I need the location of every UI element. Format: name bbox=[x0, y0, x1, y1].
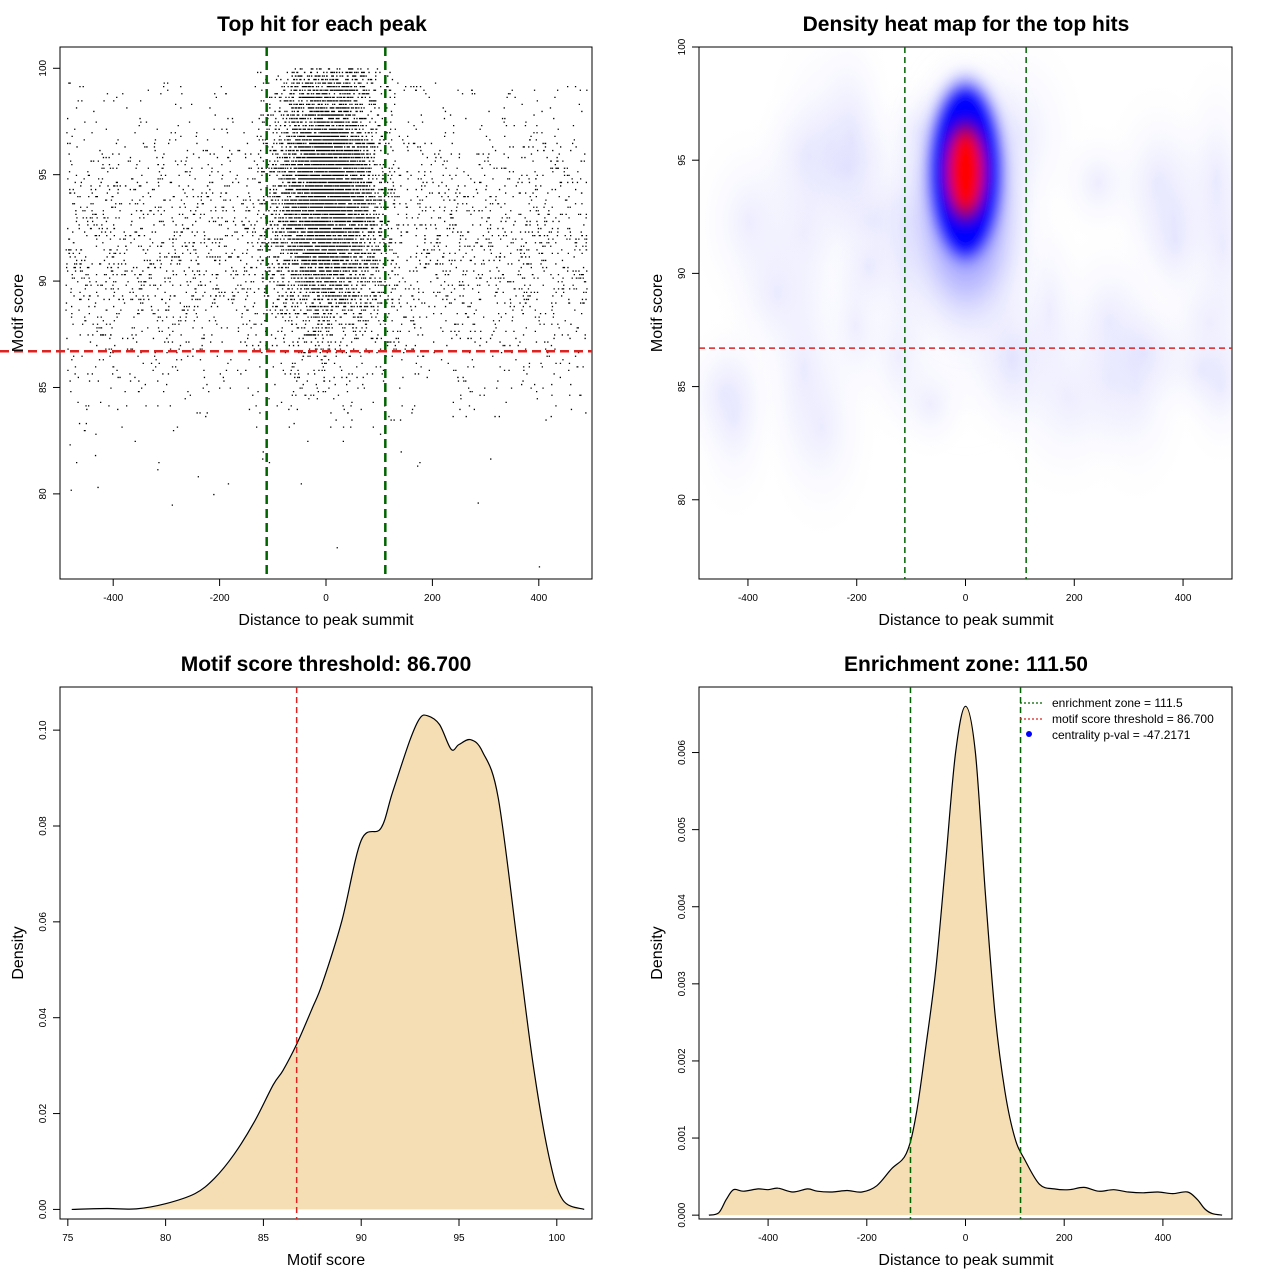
heatmap-background-blob bbox=[1083, 286, 1205, 421]
scatter-y-tick-label: 80 bbox=[38, 488, 49, 500]
enrichment-y-tick-label: 0.002 bbox=[677, 1048, 688, 1073]
enrichment-x-tick-label: -200 bbox=[857, 1233, 877, 1244]
enrichment-x-tick-label: 0 bbox=[963, 1233, 969, 1244]
enrichment-x-tick-label: 200 bbox=[1056, 1233, 1073, 1244]
heatmap-x-tick-label: 0 bbox=[963, 593, 969, 604]
heatmap-density bbox=[699, 47, 1232, 548]
enrichment-y-tick-label: 0.001 bbox=[677, 1125, 688, 1150]
score-density-fill bbox=[71, 715, 585, 1210]
enrichment-density-curve bbox=[708, 705, 1223, 1216]
scatter-y-tick-label: 100 bbox=[38, 60, 49, 77]
scatter-x-tick-label: 200 bbox=[424, 593, 441, 604]
enrichment-x-label: Distance to peak summit bbox=[878, 1252, 1054, 1269]
legend-enrichment-label: enrichment zone = 111.5 bbox=[1052, 696, 1183, 710]
heatmap-x-tick-label: -200 bbox=[847, 593, 867, 604]
scatter-x-tick-label: -400 bbox=[103, 593, 123, 604]
legend-threshold-label: motif score threshold = 86.700 bbox=[1052, 712, 1214, 726]
heatmap-reference-lines bbox=[699, 47, 1232, 579]
score-density-y-tick-label: 0.10 bbox=[38, 720, 49, 740]
score-density-plot-frame bbox=[59, 686, 593, 1220]
scatter-point-cloud bbox=[65, 68, 588, 568]
enrichment-y-tick-label: 0.003 bbox=[677, 971, 688, 996]
enrichment-y-tick-label: 0.000 bbox=[677, 1202, 688, 1227]
scatter-x-label: Distance to peak summit bbox=[238, 612, 414, 629]
enrichment-density-area bbox=[708, 705, 1223, 1216]
score-density-y-tick-label: 0.04 bbox=[38, 1008, 49, 1028]
heatmap-x-tick-label: 200 bbox=[1066, 593, 1083, 604]
enrichment-title: Enrichment zone: 111.50 bbox=[844, 653, 1088, 676]
heatmap-x-tick-label: 400 bbox=[1175, 593, 1192, 604]
score-density-x-tick-label: 90 bbox=[356, 1233, 368, 1244]
legend-pval-dot bbox=[1026, 731, 1032, 737]
enrichment-legend: enrichment zone = 111.5 motif score thre… bbox=[1020, 696, 1214, 742]
score-density-x-tick-label: 85 bbox=[258, 1233, 270, 1244]
score-density-title: Motif score threshold: 86.700 bbox=[181, 653, 472, 676]
enrichment-x-tick-label: -400 bbox=[758, 1233, 778, 1244]
enrichment-reference-lines bbox=[909, 687, 1022, 1219]
legend-pval-label: centrality p-val = -47.2171 bbox=[1052, 728, 1191, 742]
score-density-x-tick-label: 95 bbox=[453, 1233, 465, 1244]
score-density-x-tick-label: 75 bbox=[62, 1233, 74, 1244]
heatmap-y-tick-label: 80 bbox=[677, 494, 688, 506]
score-density-y-label: Density bbox=[10, 926, 27, 979]
score-density-y-tick-label: 0.00 bbox=[38, 1199, 49, 1219]
scatter-x-tick-label: 0 bbox=[323, 593, 329, 604]
heatmap-y-ticks: 80 85 90 95 100 bbox=[677, 38, 699, 505]
scatter-x-tick-label: -200 bbox=[210, 593, 230, 604]
scatter-panel: Top hit for each peak -400 -200 0 200 400 80… bbox=[0, 13, 593, 629]
scatter-y-tick-label: 90 bbox=[38, 275, 49, 287]
scatter-y-tick-label: 85 bbox=[38, 381, 49, 393]
score-density-x-tick-label: 80 bbox=[160, 1233, 172, 1244]
heatmap-x-ticks: -400 -200 0 200 400 bbox=[738, 579, 1192, 604]
score-density-x-ticks: 75 80 85 90 95 100 bbox=[62, 1219, 566, 1244]
heatmap-y-tick-label: 95 bbox=[677, 154, 688, 166]
heatmap-title: Density heat map for the top hits bbox=[803, 13, 1130, 36]
scatter-x-ticks: -400 -200 0 200 400 bbox=[103, 579, 548, 604]
enrichment-x-tick-label: 400 bbox=[1155, 1233, 1172, 1244]
enrichment-panel: Enrichment zone: 111.50 -400 -200 0 200 400 … bbox=[649, 653, 1233, 1269]
scatter-y-label: Motif score bbox=[10, 274, 27, 352]
score-density-y-tick-label: 0.08 bbox=[38, 816, 49, 836]
enrichment-y-label: Density bbox=[649, 926, 666, 979]
enrichment-density-fill bbox=[708, 706, 1223, 1216]
scatter-reference-lines bbox=[0, 47, 592, 579]
score-density-y-tick-label: 0.06 bbox=[38, 912, 49, 932]
heatmap-core bbox=[921, 63, 1010, 280]
enrichment-x-ticks: -400 -200 0 200 400 bbox=[758, 1219, 1172, 1244]
score-density-y-ticks: 0.00 0.02 0.04 0.06 0.08 0.10 bbox=[38, 720, 60, 1219]
score-density-x-label: Motif score bbox=[287, 1252, 365, 1269]
heatmap-x-label: Distance to peak summit bbox=[878, 612, 1054, 629]
score-density-curve bbox=[71, 714, 585, 1211]
scatter-points bbox=[65, 68, 588, 568]
heatmap-panel: Density heat map for the top hits bbox=[649, 13, 1233, 629]
score-density-area bbox=[71, 714, 585, 1211]
scatter-plot-frame bbox=[59, 46, 593, 580]
enrichment-y-tick-label: 0.004 bbox=[677, 894, 688, 919]
heatmap-y-label: Motif score bbox=[649, 274, 666, 352]
heatmap-y-tick-label: 90 bbox=[677, 267, 688, 279]
heatmap-y-tick-label: 100 bbox=[677, 38, 688, 55]
scatter-y-tick-label: 95 bbox=[38, 169, 49, 181]
scatter-x-tick-label: 400 bbox=[530, 593, 547, 604]
score-density-y-tick-label: 0.02 bbox=[38, 1103, 49, 1123]
scatter-title: Top hit for each peak bbox=[217, 13, 427, 36]
score-density-x-tick-label: 100 bbox=[548, 1233, 565, 1244]
heatmap-x-tick-label: -400 bbox=[738, 593, 758, 604]
score-density-panel: Motif score threshold: 86.700 75 80 85 90 95… bbox=[10, 653, 593, 1269]
scatter-y-ticks: 80 85 90 95 100 bbox=[38, 60, 60, 500]
enrichment-y-ticks: 0.000 0.001 0.002 0.003 0.004 0.005 0.006 bbox=[677, 740, 699, 1228]
heatmap-y-tick-label: 85 bbox=[677, 381, 688, 393]
enrichment-y-tick-label: 0.005 bbox=[677, 817, 688, 842]
enrichment-y-tick-label: 0.006 bbox=[677, 740, 688, 765]
